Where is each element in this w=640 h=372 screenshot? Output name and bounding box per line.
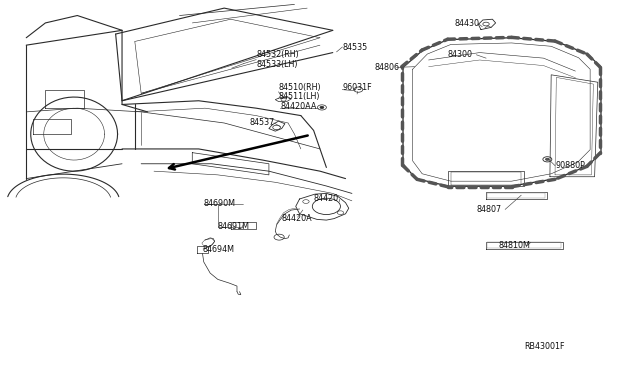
Circle shape	[545, 158, 549, 160]
Circle shape	[320, 106, 324, 109]
Text: 96031F: 96031F	[342, 83, 372, 92]
Text: 84690M: 84690M	[204, 199, 236, 208]
Text: 84532(RH): 84532(RH)	[256, 50, 299, 59]
Text: 84510(RH): 84510(RH)	[278, 83, 321, 92]
Text: RB43001F: RB43001F	[524, 341, 565, 350]
Text: 84806: 84806	[374, 63, 399, 72]
Text: 90880P: 90880P	[555, 161, 585, 170]
Text: 84537: 84537	[250, 119, 275, 128]
Text: 84533(LH): 84533(LH)	[256, 60, 298, 69]
Text: 84807: 84807	[476, 205, 502, 214]
Text: 84511(LH): 84511(LH)	[278, 92, 320, 101]
Text: 84691M: 84691M	[218, 222, 250, 231]
Text: 84810M: 84810M	[499, 241, 531, 250]
Text: 84420A: 84420A	[282, 214, 312, 223]
Text: 84420AA: 84420AA	[280, 102, 317, 111]
Text: 84300: 84300	[448, 50, 473, 59]
Text: 84420: 84420	[314, 194, 339, 203]
Text: 84694M: 84694M	[202, 244, 234, 253]
Text: 84535: 84535	[342, 42, 367, 51]
Text: 84430: 84430	[454, 19, 479, 28]
